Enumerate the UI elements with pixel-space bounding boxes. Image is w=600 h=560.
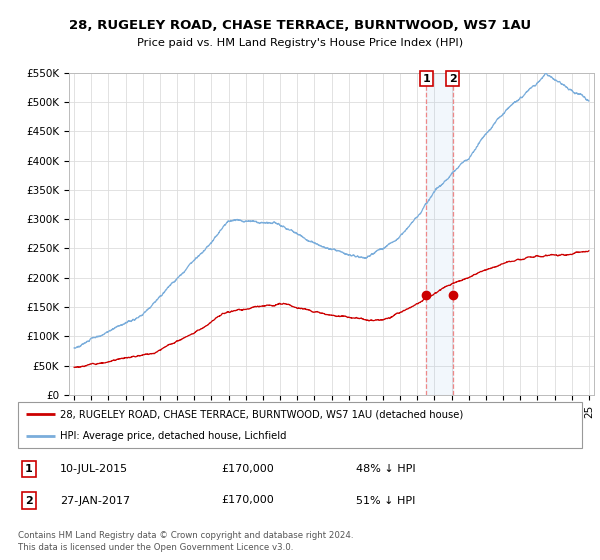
Text: 48% ↓ HPI: 48% ↓ HPI <box>356 464 416 474</box>
Text: HPI: Average price, detached house, Lichfield: HPI: Average price, detached house, Lich… <box>60 431 287 441</box>
Text: This data is licensed under the Open Government Licence v3.0.: This data is licensed under the Open Gov… <box>18 543 293 552</box>
Text: 1: 1 <box>422 74 430 83</box>
Text: 51% ↓ HPI: 51% ↓ HPI <box>356 496 416 506</box>
Text: 28, RUGELEY ROAD, CHASE TERRACE, BURNTWOOD, WS7 1AU (detached house): 28, RUGELEY ROAD, CHASE TERRACE, BURNTWO… <box>60 409 464 419</box>
Text: 10-JUL-2015: 10-JUL-2015 <box>60 464 128 474</box>
Text: 27-JAN-2017: 27-JAN-2017 <box>60 496 130 506</box>
FancyBboxPatch shape <box>18 402 582 448</box>
Text: £170,000: £170,000 <box>221 496 274 506</box>
Text: 2: 2 <box>449 74 457 83</box>
Text: 1: 1 <box>25 464 32 474</box>
Text: Contains HM Land Registry data © Crown copyright and database right 2024.: Contains HM Land Registry data © Crown c… <box>18 531 353 540</box>
Text: £170,000: £170,000 <box>221 464 274 474</box>
Bar <box>426 73 453 395</box>
Text: Price paid vs. HM Land Registry's House Price Index (HPI): Price paid vs. HM Land Registry's House … <box>137 38 463 48</box>
Text: 2: 2 <box>25 496 32 506</box>
Text: 28, RUGELEY ROAD, CHASE TERRACE, BURNTWOOD, WS7 1AU: 28, RUGELEY ROAD, CHASE TERRACE, BURNTWO… <box>69 18 531 32</box>
